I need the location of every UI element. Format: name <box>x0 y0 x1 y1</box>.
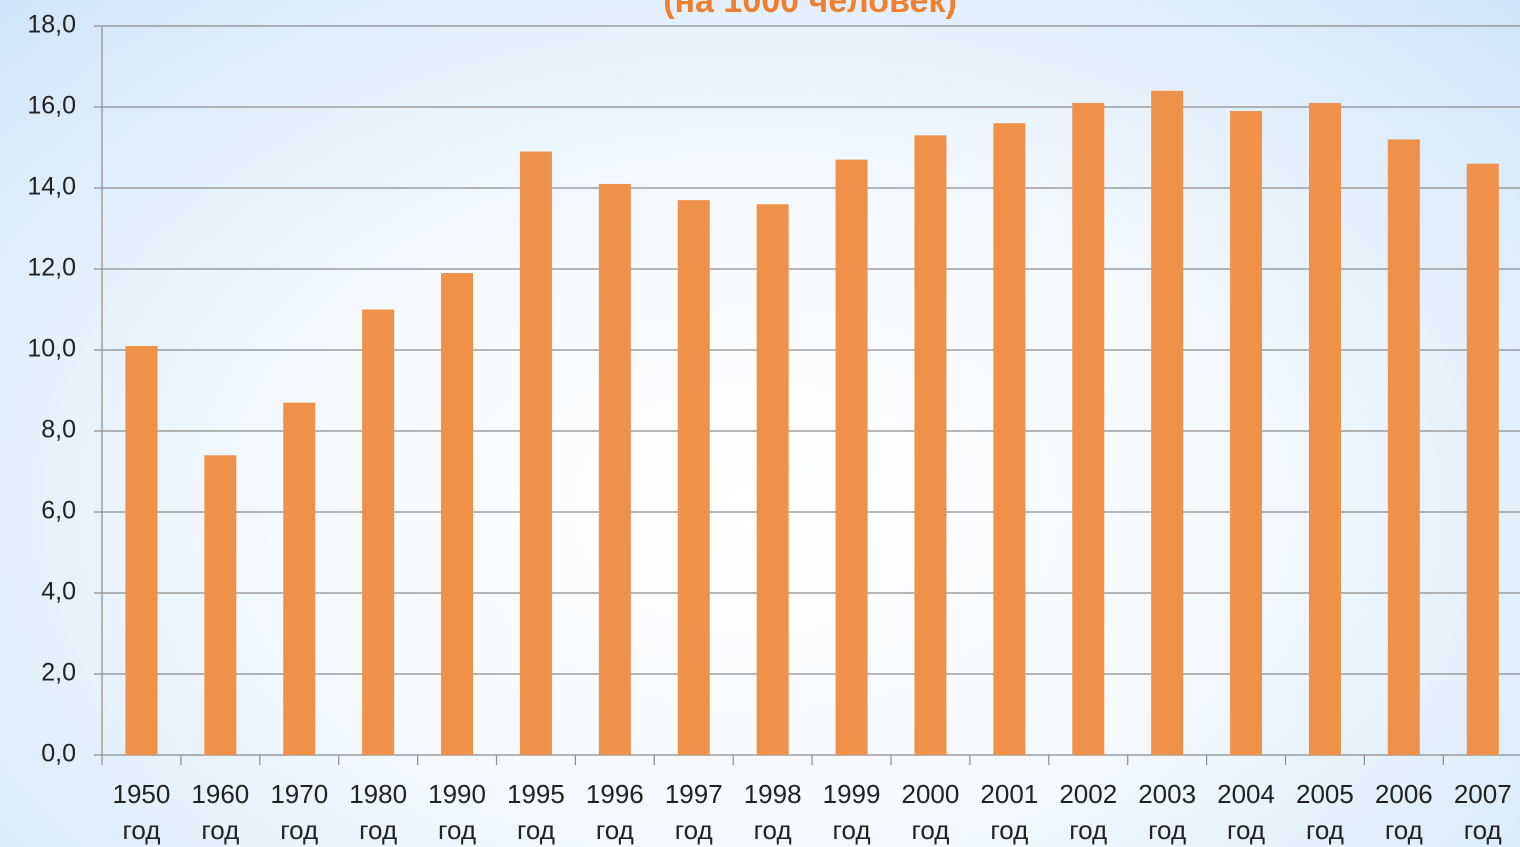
bar <box>993 123 1026 755</box>
bar <box>835 159 868 755</box>
x-tick-label: 2005 год <box>1296 779 1354 845</box>
y-tick-label: 0,0 <box>41 740 76 768</box>
y-tick-label: 18,0 <box>27 11 76 39</box>
x-tick-label: 1998 год <box>743 779 802 845</box>
y-tick-label: 8,0 <box>41 416 76 444</box>
x-tick-label: 2003 год <box>1138 779 1197 845</box>
x-tick-label: 2001 год <box>980 779 1039 845</box>
bar <box>283 402 316 755</box>
y-tick-label: 16,0 <box>27 92 76 120</box>
bar <box>1230 111 1263 756</box>
bar <box>756 204 789 755</box>
x-tick-label: 1990 год <box>428 779 486 845</box>
bar <box>1387 139 1420 755</box>
bar <box>519 151 552 756</box>
y-tick-label: 4,0 <box>41 578 76 606</box>
x-tick-label: 1960 год <box>191 779 250 845</box>
x-tick-label: 1995 год <box>507 779 565 845</box>
chart-title: (на 1000 человек) <box>663 0 957 20</box>
x-tick-label: 1996 год <box>585 779 644 845</box>
y-tick-label: 10,0 <box>27 335 76 363</box>
x-tick-label: 1950 год <box>112 779 171 845</box>
bar <box>362 309 395 755</box>
bar <box>1466 163 1499 755</box>
x-tick-label: 2004 год <box>1217 779 1275 845</box>
bar <box>1308 102 1341 755</box>
x-tick-label: 1999 год <box>822 779 881 845</box>
bar <box>1151 90 1184 756</box>
x-tick-label: 2002 год <box>1059 779 1118 845</box>
y-tick-label: 14,0 <box>27 173 76 201</box>
x-tick-label: 1980 год <box>349 779 408 845</box>
bar <box>598 183 631 755</box>
bar <box>204 455 237 755</box>
bar <box>125 345 158 755</box>
y-tick-label: 6,0 <box>41 497 76 525</box>
bar <box>677 200 710 755</box>
x-tick-label: 2007 год <box>1453 779 1512 845</box>
x-tick-label: 2006 год <box>1374 779 1433 845</box>
x-tick-label: 1997 год <box>664 779 723 845</box>
x-tick-label: 1970 год <box>270 779 329 845</box>
bar <box>441 273 474 755</box>
bar <box>1072 102 1105 755</box>
bar <box>914 135 947 756</box>
y-tick-label: 2,0 <box>41 659 76 687</box>
x-tick-label: 2000 год <box>901 779 960 845</box>
y-tick-label: 12,0 <box>27 254 76 282</box>
